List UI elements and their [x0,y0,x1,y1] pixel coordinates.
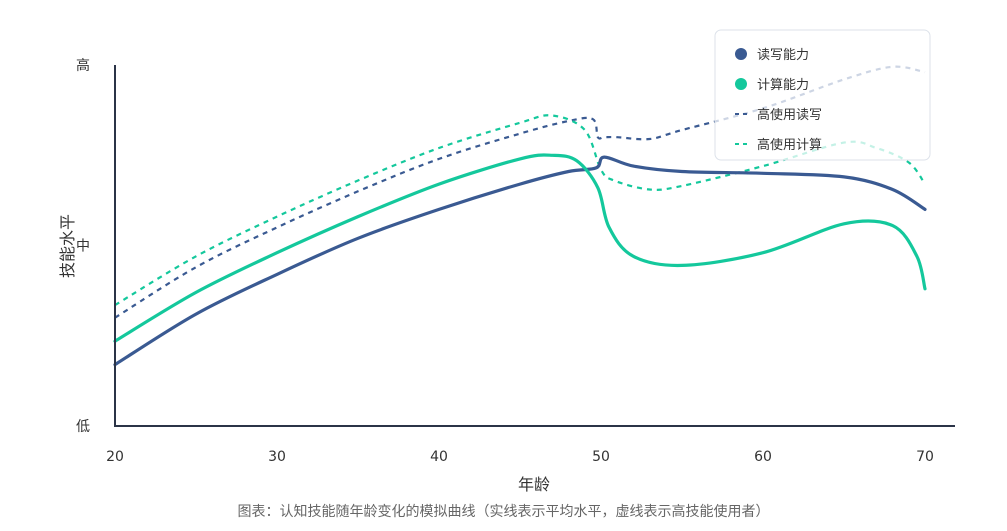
x-axis-label: 年龄 [518,475,550,494]
legend-marker [735,48,747,60]
chart-caption: 图表：认知技能随年龄变化的模拟曲线（实线表示平均水平，虚线表示高技能使用者） [237,504,770,520]
series-line-3 [114,65,926,319]
y-tick-labels: 低中高 [76,57,90,435]
y-axis-label: 技能水平 [58,214,77,278]
legend-marker [735,78,747,90]
series-line-1 [113,155,927,367]
legend-box [714,29,931,161]
axes [114,65,955,427]
legend-label: 读写能力 [757,48,809,63]
legend-label: 计算能力 [757,78,809,93]
x-tick-label: 70 [916,449,934,465]
x-tick-label: 20 [106,449,124,465]
y-tick-label: 中 [76,239,90,255]
x-tick-label: 50 [592,449,610,465]
x-tick-label: 40 [430,449,448,465]
y-tick-label: 高 [76,57,90,74]
line-chart: 20 30 40 50 60 70 低 中 高 技能水平 年龄 读写能力计算能力高使用读写高使… [58,29,955,494]
y-tick-label: 低 [76,419,90,435]
series-line-2 [113,153,927,343]
legend-label: 高使用计算 [757,137,822,153]
x-tick-labels: 20 30 40 50 60 70 [106,449,934,465]
legend-label: 高使用读写 [757,107,822,123]
x-tick-label: 30 [268,449,286,465]
x-tick-label: 60 [754,449,772,465]
